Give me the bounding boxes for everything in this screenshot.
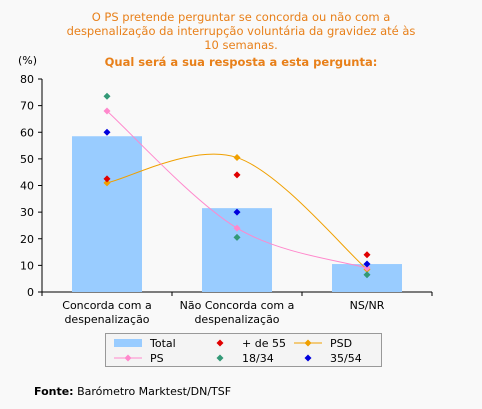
y-tick-label: 20: [20, 233, 34, 246]
source-note: Fonte: Barómetro Marktest/DN/TSF: [34, 385, 231, 398]
x-category-label: Concorda com a: [62, 299, 151, 312]
y-tick-label: 60: [20, 126, 34, 139]
y-tick-label: 30: [20, 206, 34, 219]
legend-label: PSD: [330, 337, 352, 350]
legend-label: 18/34: [242, 352, 274, 365]
data-point: [233, 224, 241, 232]
y-tick-label: 80: [20, 73, 34, 86]
data-point: [103, 175, 111, 183]
title-line: 10 semanas.: [204, 38, 278, 52]
chart-title: O PS pretende perguntar se concorda ou n…: [0, 10, 482, 52]
legend-label: Total: [149, 337, 176, 350]
legend-swatch: [114, 339, 142, 347]
data-point: [363, 251, 371, 259]
data-point: [233, 208, 241, 216]
data-point: [363, 260, 371, 268]
data-point: [103, 179, 111, 187]
source-text: Barómetro Marktest/DN/TSF: [77, 385, 232, 398]
legend-marker: [216, 339, 224, 347]
y-tick-label: 70: [20, 100, 34, 113]
legend-label: PS: [150, 352, 164, 365]
data-point: [363, 271, 371, 279]
legend-label: 35/54: [330, 352, 362, 365]
data-point: [103, 92, 111, 100]
bar: [72, 136, 142, 292]
y-tick-label: 50: [20, 153, 34, 166]
data-point: [233, 171, 241, 179]
legend: Total + de 55 PSD PS 18/34 35/54: [105, 333, 382, 367]
y-tick-label: 40: [20, 180, 34, 193]
data-point: [103, 107, 111, 115]
x-category-label: NS/NR: [350, 299, 385, 312]
y-tick-label: 0: [27, 286, 34, 299]
legend-items: Total + de 55 PSD PS 18/34 35/54: [114, 337, 362, 365]
data-point: [103, 128, 111, 136]
chart-subtitle: Qual será a sua resposta a esta pergunta…: [104, 55, 378, 69]
legend-marker: [124, 354, 132, 362]
y-axis-unit: (%): [18, 54, 38, 67]
x-category-label: despenalização: [194, 313, 279, 326]
title-line: O PS pretende perguntar se concorda ou n…: [91, 10, 391, 24]
source-label: Fonte:: [34, 385, 74, 398]
legend-marker: [304, 339, 312, 347]
y-tick-label: 10: [20, 259, 34, 272]
data-point: [233, 154, 241, 162]
x-category-label: Não Concorda com a: [180, 299, 295, 312]
legend-marker: [304, 354, 312, 362]
data-point: [363, 264, 371, 272]
legend-label: + de 55: [242, 337, 286, 350]
bar: [202, 208, 272, 292]
title-line: despenalização da interrupção voluntária…: [66, 24, 416, 38]
legend-marker: [216, 354, 224, 362]
data-point: [233, 233, 241, 241]
x-category-label: despenalização: [64, 313, 149, 326]
